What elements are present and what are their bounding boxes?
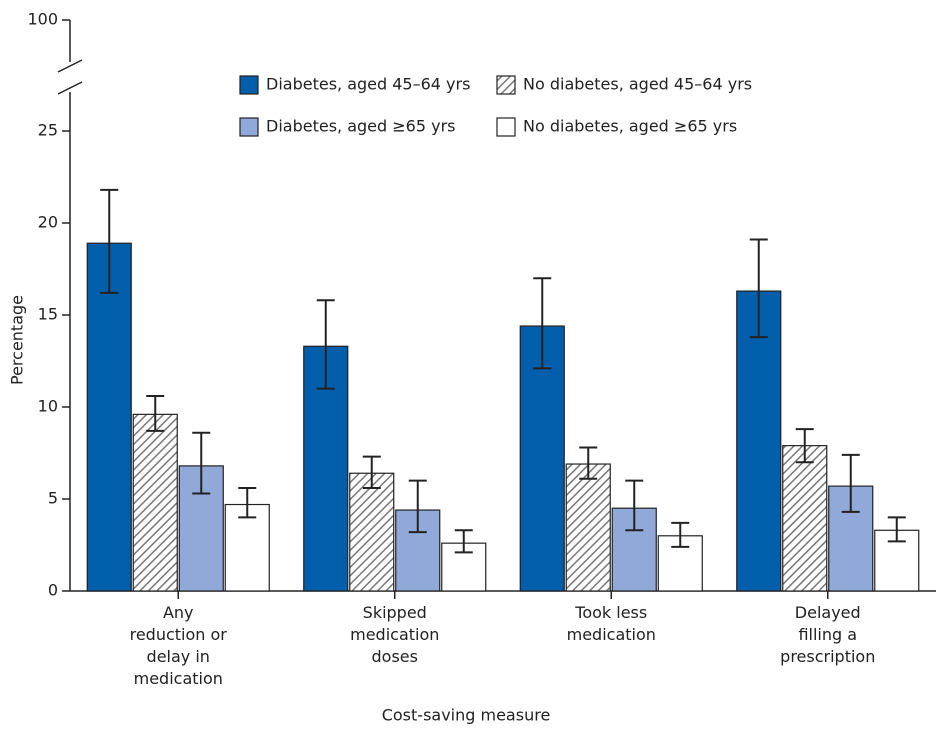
x-tick-label-line: medication bbox=[350, 625, 439, 644]
legend-label: No diabetes, aged ≥65 yrs bbox=[523, 117, 737, 136]
error-bar bbox=[454, 529, 473, 554]
y-axis-label: Percentage bbox=[8, 295, 27, 385]
error-bar bbox=[362, 455, 381, 489]
error-bar bbox=[625, 479, 644, 532]
bar bbox=[736, 290, 782, 592]
axis-break bbox=[57, 81, 83, 95]
bar bbox=[565, 463, 611, 592]
x-tick-label-line: delay in bbox=[147, 647, 210, 666]
legend-swatch bbox=[239, 75, 259, 95]
bar bbox=[132, 413, 178, 592]
x-tick-label: Delayed filling a prescription bbox=[780, 603, 875, 666]
x-tick-label: Took less medication bbox=[567, 603, 656, 644]
error-bar bbox=[238, 486, 257, 519]
x-tick-label-line: prescription bbox=[780, 647, 875, 666]
x-tick-label-line: medication bbox=[567, 625, 656, 644]
x-tick-label-line: medication bbox=[134, 669, 223, 688]
legend-label: Diabetes, aged 45–64 yrs bbox=[266, 75, 470, 94]
bar bbox=[782, 445, 828, 592]
y-tick-label: 0 bbox=[48, 581, 58, 600]
error-bar bbox=[579, 446, 598, 480]
error-bar bbox=[100, 188, 119, 294]
bar bbox=[874, 529, 920, 592]
error-bar bbox=[749, 238, 768, 339]
x-tick-label: Skipped medication doses bbox=[350, 603, 439, 666]
y-tick-label: 20 bbox=[38, 213, 58, 232]
error-bar bbox=[192, 431, 211, 495]
x-tick-label: Any reduction or delay in medication bbox=[130, 603, 228, 688]
x-tick-label-line: Any bbox=[163, 603, 194, 622]
legend-label: Diabetes, aged ≥65 yrs bbox=[266, 117, 455, 136]
legend-label: No diabetes, aged 45–64 yrs bbox=[523, 75, 752, 94]
error-bar bbox=[408, 479, 427, 534]
y-tick-label: 25 bbox=[38, 121, 58, 140]
axis-break bbox=[57, 59, 83, 73]
error-bar bbox=[533, 277, 552, 370]
bar bbox=[519, 325, 565, 592]
y-tick-label: 100 bbox=[27, 10, 58, 29]
bar bbox=[86, 242, 132, 592]
error-bar bbox=[841, 453, 860, 513]
error-bar bbox=[146, 394, 165, 432]
x-tick-label-line: Took less bbox=[574, 603, 647, 622]
error-bar bbox=[887, 516, 906, 543]
legend-swatch bbox=[239, 117, 259, 137]
error-bar bbox=[795, 428, 814, 464]
legend-swatch bbox=[496, 117, 516, 137]
error-bar bbox=[671, 521, 690, 548]
error-bar bbox=[316, 299, 335, 390]
bar bbox=[349, 472, 395, 592]
x-tick-label-line: reduction or bbox=[130, 625, 228, 644]
x-tick-label-line: Delayed bbox=[795, 603, 861, 622]
legend-swatch bbox=[496, 75, 516, 95]
y-tick-label: 15 bbox=[38, 305, 58, 324]
y-tick-label: 5 bbox=[48, 489, 58, 508]
x-tick-label-line: Skipped bbox=[363, 603, 427, 622]
y-tick-label: 10 bbox=[38, 397, 58, 416]
x-tick-label-line: filling a bbox=[798, 625, 857, 644]
x-tick-label-line: doses bbox=[372, 647, 418, 666]
bar bbox=[224, 503, 270, 592]
x-axis-label: Cost-saving measure bbox=[382, 706, 551, 725]
